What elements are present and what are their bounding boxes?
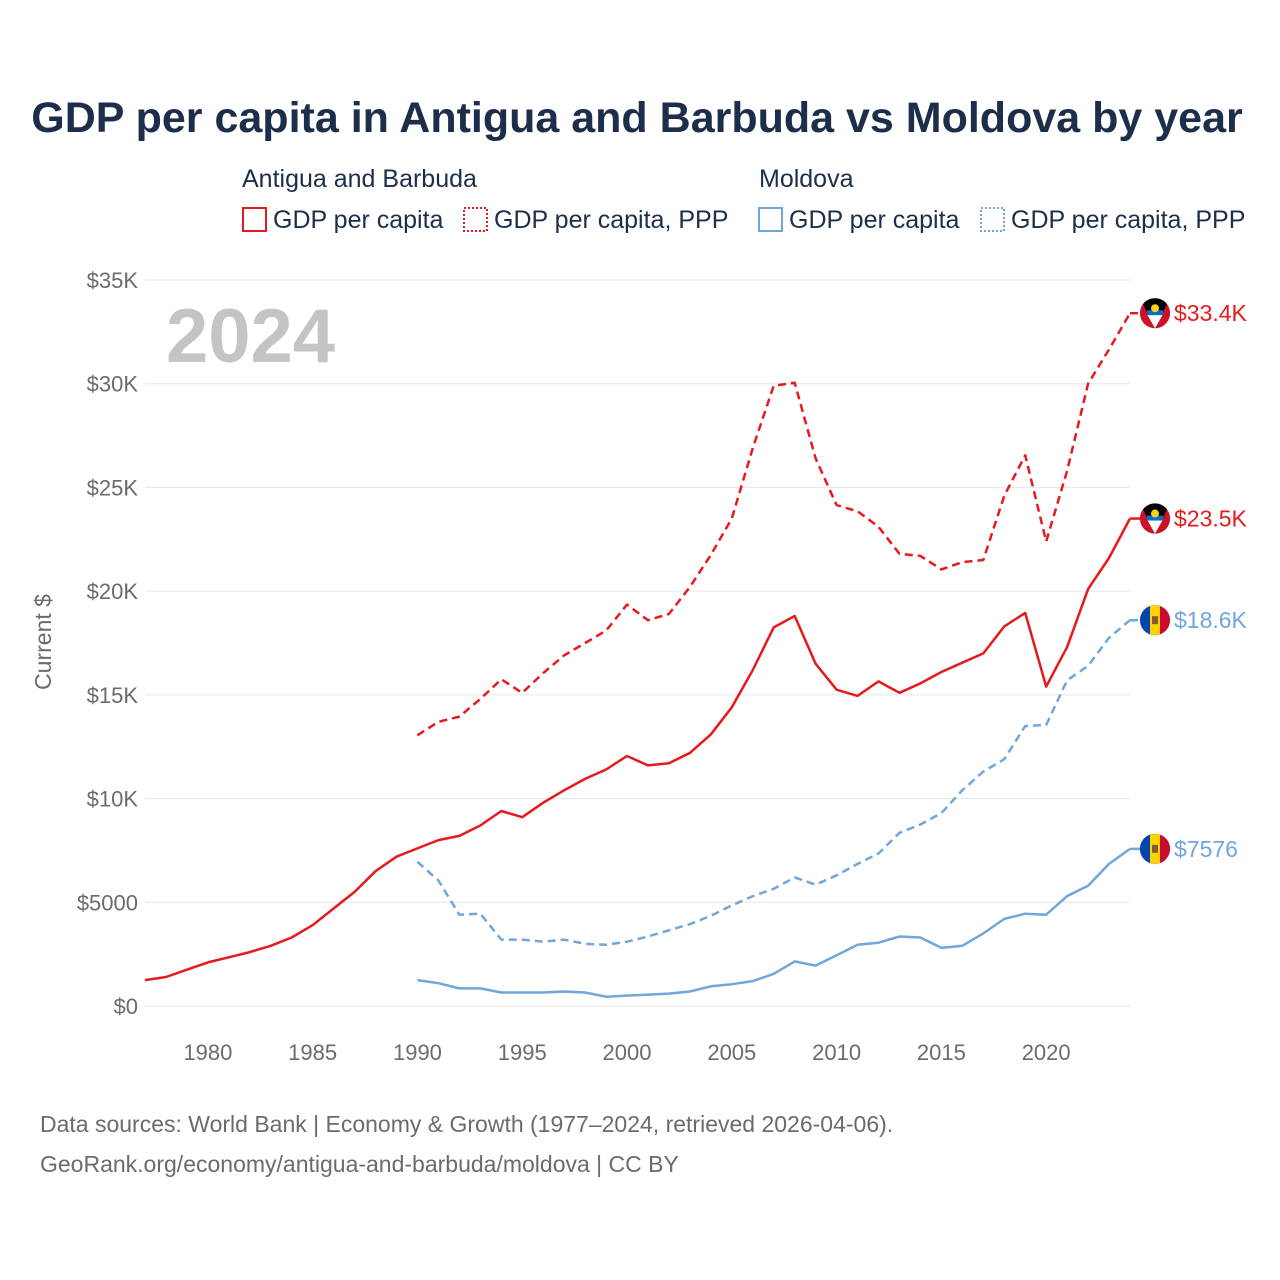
- source-note: Data sources: World Bank | Economy & Gro…: [40, 1111, 893, 1177]
- chart-title: GDP per capita in Antigua and Barbuda vs…: [31, 94, 1243, 142]
- series: [144, 311, 1140, 998]
- series-line-2: [417, 847, 1131, 998]
- y-tick-label: $10K: [87, 787, 139, 812]
- y-axis-ticks: $0 $5000 $10K $15K $20K $25K $30K $35K: [77, 268, 139, 1019]
- y-tick-label: $20K: [87, 579, 139, 604]
- y-tick-label: $35K: [87, 268, 139, 293]
- legend-group-moldova: Moldova: [759, 165, 854, 193]
- antigua-flag-icon: [1139, 503, 1171, 535]
- x-tick-label: 2005: [707, 1040, 756, 1065]
- legend-swatch-antigua-solid: [242, 207, 267, 232]
- source-line-1: Data sources: World Bank | Economy & Gro…: [40, 1111, 893, 1137]
- x-tick-label: 2010: [812, 1040, 861, 1065]
- legend-group-antigua: Antigua and Barbuda: [242, 165, 477, 193]
- x-tick-label: 2020: [1022, 1040, 1071, 1065]
- y-tick-label: $25K: [87, 475, 139, 500]
- y-tick-label: $0: [114, 994, 138, 1019]
- x-tick-label: 2015: [917, 1040, 966, 1065]
- y-tick-label: $5000: [77, 890, 138, 915]
- legend: Antigua and Barbuda GDP per capita GDP p…: [242, 165, 1245, 234]
- x-axis-ticks: 1980 1985 1990 1995 2000 2005 2010 2015 2020: [183, 1040, 1070, 1065]
- moldova-flag-icon: [1139, 833, 1171, 865]
- legend-item-moldova-ppp: GDP per capita, PPP: [1011, 206, 1245, 234]
- moldova-flag-icon: [1139, 604, 1171, 636]
- y-tick-label: $15K: [87, 683, 139, 708]
- series-line-1: [416, 312, 1132, 737]
- series-line-0: [144, 517, 1132, 982]
- legend-item-antigua-ppp: GDP per capita, PPP: [494, 206, 728, 234]
- grid: [145, 279, 1130, 1007]
- y-axis-label: Current $: [30, 594, 56, 690]
- series-end-label: $33.4K: [1174, 300, 1248, 326]
- x-tick-label: 1995: [498, 1040, 547, 1065]
- series-end-label: $7576: [1174, 836, 1238, 862]
- y-tick-label: $30K: [87, 372, 139, 397]
- series-end-label: $18.6K: [1174, 607, 1248, 633]
- legend-swatch-antigua-ppp: [463, 207, 488, 232]
- end-labels: $23.5K $33.4K $7576 $18.6K: [1139, 297, 1248, 865]
- legend-item-antigua-gdp: GDP per capita: [273, 206, 444, 234]
- x-tick-label: 1990: [393, 1040, 442, 1065]
- source-line-2: GeoRank.org/economy/antigua-and-barbuda/…: [40, 1151, 679, 1177]
- legend-item-moldova-gdp: GDP per capita: [789, 206, 960, 234]
- legend-swatch-moldova-ppp: [980, 207, 1005, 232]
- x-tick-label: 1985: [288, 1040, 337, 1065]
- x-tick-label: 1980: [183, 1040, 232, 1065]
- x-tick-label: 2000: [603, 1040, 652, 1065]
- legend-swatch-moldova-solid: [758, 207, 783, 232]
- antigua-flag-icon: [1139, 297, 1171, 329]
- series-end-label: $23.5K: [1174, 506, 1248, 532]
- series-line-3: [416, 619, 1131, 947]
- year-stamp: 2024: [166, 294, 335, 379]
